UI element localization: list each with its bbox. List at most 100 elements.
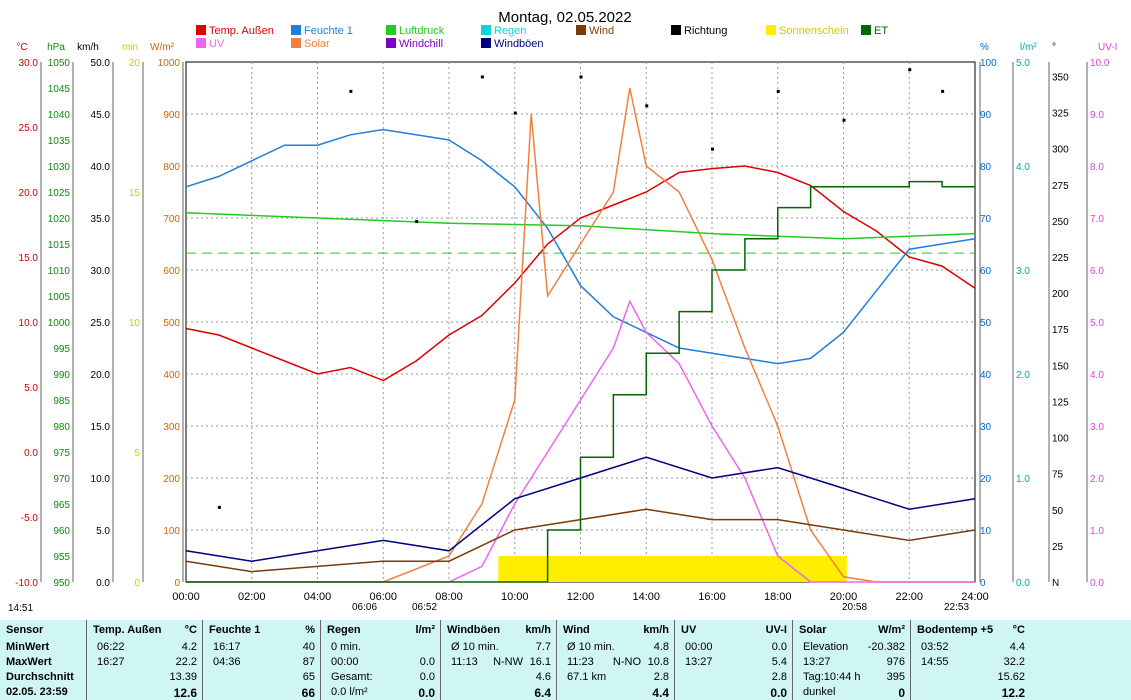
legend-swatch [291,38,301,48]
axis-unit-right: ° [1052,42,1056,53]
x-tick: 14:00 [632,591,660,603]
axis-tick-right: 0 [980,578,986,589]
axis-tick-right: 10.0 [1090,58,1110,69]
axis-tick-left: 300 [163,422,180,433]
stats-cell-value: 4.6 [535,671,551,683]
legend-swatch [196,25,206,35]
axis-tick-left: 1030 [48,162,71,173]
axis-tick-left: 1035 [48,136,71,147]
weather-chart: Montag, 02.05.2022 Temp. Außen Feuchte 1 L… [8,9,1117,614]
sunshine-bar [498,556,847,582]
stats-column: Sensor MinWert MaxWert Durchschnitt 02.05. 2… [0,620,86,700]
stats-cell-value: 65 [302,671,315,683]
axis-tick-left: 700 [163,214,180,225]
legend-label: Regen [494,25,526,37]
stats-unit: l/m² [415,624,435,636]
legend-label: Feuchte 1 [304,25,353,37]
stats-cell-value: 15.62 [997,671,1025,683]
series-line [185,165,976,382]
axis-tick-right: 100 [980,58,997,69]
axis-tick-left: 200 [163,474,180,485]
stats-cell-value: 4.8 [653,641,669,653]
stats-cell-label: 03:52 [921,641,949,653]
stats-unit: °C [184,624,197,636]
direction-point [217,505,221,509]
stats-cell-value: 6.4 [534,686,551,700]
stats-cell-dir: N-NO [612,656,641,668]
axis-tick-left: 15.0 [91,422,111,433]
axis-unit-left: hPa [47,42,65,53]
axis-tick-right: 225 [1052,253,1069,264]
axis-tick-left: 980 [53,422,70,433]
legend-swatch [386,38,396,48]
axis-tick-left: 20.0 [91,370,111,381]
axis-tick-right: 40 [980,370,992,381]
axis-tick-left: 5.0 [96,526,110,537]
stats-cell-label: MinWert [6,641,50,653]
legend-label: UV [209,38,225,50]
axis-tick-left: 1000 [48,318,71,329]
x-tick: 08:00 [435,591,463,603]
stats-cell-label: 00:00 [685,641,713,653]
time-marker-sunrise: 06:06 [352,602,377,613]
axis-tick-right: 125 [1052,397,1069,408]
axis-tick-right: 9.0 [1090,110,1104,121]
stats-cell-value: 2.8 [653,671,669,683]
stats-column: Windböen km/h Ø 10 min. 7.7 11:13 N-NW 16.1 4.6… [440,620,557,700]
stats-column: Feuchte 1% 16:17 40 04:36 87 65 66 [202,620,321,700]
axis-tick-left: 965 [53,500,70,511]
legend-label: Windchill [399,38,443,50]
x-axis: 00:00 02:00 04:00 06:00 08:00 10:00 12:00 14:00… [172,591,989,603]
axis-tick-right: 275 [1052,181,1069,192]
stats-cell-label: 16:17 [213,641,241,653]
axis-tick-left: 990 [53,370,70,381]
direction-point [349,89,353,93]
stats-cell-value: 12.6 [173,686,197,700]
axis-tick-left: 1050 [48,58,71,69]
direction-point [513,111,517,115]
axis-unit-left: min [122,42,138,53]
axis-tick-right: 5.0 [1016,58,1030,69]
stats-header: Bodentemp +5 [917,624,994,636]
axis-unit-left: km/h [77,42,99,53]
axes: °C 30.0 25.0 20.0 15.0 10.0 5.0 0.0 -5.0 -10.0 hPa… [15,42,1117,589]
stats-cell-label: 00:00 [331,656,359,668]
legend-swatch [481,25,491,35]
stats-cell-label: MaxWert [6,656,52,668]
x-tick: 04:00 [304,591,332,603]
stats-cell-label: Tag:10:44 h [803,671,861,683]
stats-column: Regen l/m² 0 min. 00:00 0.0 Gesamt: 0.0 0.0 l/m… [320,620,441,700]
legend-label: Richtung [684,25,727,37]
axis-tick-left: 25.0 [19,123,39,134]
axis-tick-left: 975 [53,448,70,459]
axis-tick-right: 175 [1052,325,1069,336]
axis-tick-left: 0 [134,578,140,589]
axis-tick-right: 3.0 [1016,266,1030,277]
stats-cell-value: 40 [302,641,315,653]
axis-tick-left: 955 [53,552,70,563]
stats-unit: W/m² [878,624,905,636]
axis-tick-right: 80 [980,162,992,173]
stats-header: UV [681,624,697,636]
axis-tick-left: 10.0 [19,318,39,329]
stats-unit: % [305,624,315,636]
axis-tick-left: 20 [129,58,141,69]
axis-unit-right: UV-I [1098,42,1117,53]
stats-cell-label: 06:22 [97,641,125,653]
axis-tick-right: 50 [980,318,992,329]
legend-label: Wind [589,25,614,37]
legend-swatch [766,25,776,35]
stats-cell-value: 7.7 [535,641,551,653]
axis-tick-left: 0.0 [96,578,110,589]
axis-tick-left: 400 [163,370,180,381]
axis-tick-right: 20 [980,474,992,485]
axis-tick-left: -10.0 [15,578,38,589]
axis-tick-left: 15 [129,188,141,199]
legend-swatch [861,25,871,35]
stats-cell-label: 67.1 km [567,671,607,683]
stats-cell-value: 0.0 [771,641,787,653]
x-tick: 20:00 [830,591,858,603]
legend-label: Luftdruck [399,25,445,37]
stats-header: Sensor [6,624,44,636]
axis-tick-right: 7.0 [1090,214,1104,225]
